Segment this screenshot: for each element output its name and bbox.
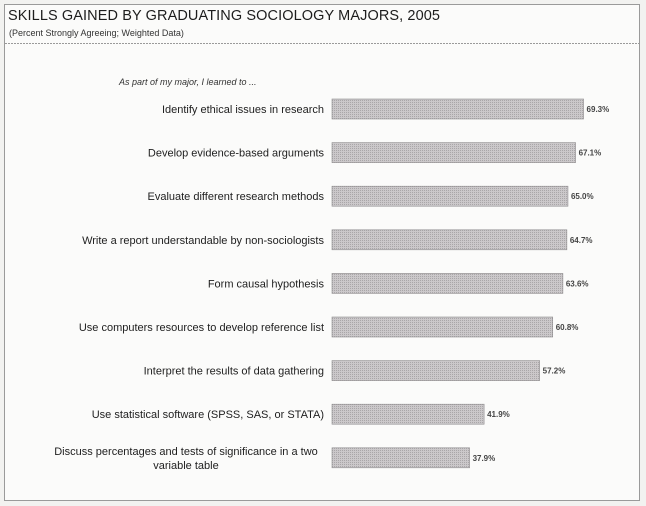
value-label-6: 60.8% — [556, 323, 579, 332]
bars-group: 69.3% Identify ethical issues in research… — [54, 98, 610, 472]
value-label-2: 67.1% — [579, 149, 602, 158]
chart-frame — [4, 4, 640, 501]
value-label-1: 69.3% — [587, 105, 610, 114]
category-label-8: Use statistical software (SPSS, SAS, or … — [92, 409, 324, 421]
category-label-9: Discuss percentages and tests of signifi… — [54, 446, 318, 472]
value-label-9: 37.9% — [473, 454, 496, 463]
category-label-2: Develop evidence-based arguments — [148, 148, 325, 160]
value-label-7: 57.2% — [543, 367, 566, 376]
bar-7 — [331, 360, 540, 381]
chart-intro-text: As part of my major, I learned to ... — [119, 77, 257, 87]
bar-6 — [331, 316, 554, 338]
value-label-3: 65.0% — [571, 192, 594, 201]
value-label-5: 63.6% — [566, 279, 589, 288]
bar-5 — [331, 273, 564, 294]
category-label-1: Identify ethical issues in research — [162, 104, 324, 116]
bar-9 — [331, 447, 470, 469]
title-divider — [5, 43, 641, 44]
category-label-4: Write a report understandable by non-soc… — [82, 235, 324, 247]
value-label-8: 41.9% — [487, 410, 510, 419]
bar-2 — [331, 142, 576, 163]
bar-1 — [331, 98, 584, 120]
bar-4 — [331, 229, 568, 251]
category-label-3: Evaluate different research methods — [147, 191, 324, 203]
category-label-6: Use computers resources to develop refer… — [79, 322, 324, 334]
bar-8 — [331, 403, 485, 425]
chart-title: SKILLS GAINED BY GRADUATING SOCIOLOGY MA… — [8, 8, 441, 24]
chart-subtitle: (Percent Strongly Agreeing; Weighted Dat… — [9, 28, 184, 38]
category-label-5: Form causal hypothesis — [208, 278, 325, 290]
bar-3 — [331, 185, 569, 207]
value-label-4: 64.7% — [570, 236, 593, 245]
category-label-7: Interpret the results of data gathering — [144, 366, 324, 378]
